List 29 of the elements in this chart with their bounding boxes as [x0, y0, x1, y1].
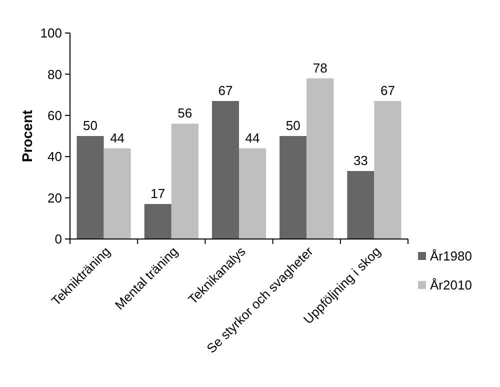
- y-tick-label: 60: [48, 108, 62, 123]
- bar: [239, 148, 266, 239]
- y-tick-label: 80: [48, 66, 62, 82]
- legend-label: År1980: [430, 248, 472, 264]
- bar: [347, 171, 374, 239]
- bar: [104, 148, 131, 239]
- data-label: 67: [218, 82, 233, 98]
- y-tick-label: 20: [48, 190, 62, 206]
- data-label: 17: [150, 186, 166, 201]
- data-label: 78: [312, 60, 328, 76]
- legend-label: År2010: [430, 278, 472, 293]
- bar: [171, 124, 198, 239]
- data-label: 50: [286, 118, 300, 133]
- y-tick-label: 40: [48, 149, 62, 164]
- bar: [76, 136, 104, 239]
- data-label: 33: [353, 153, 368, 168]
- y-tick-label: 100: [40, 26, 62, 41]
- data-label: 44: [245, 130, 260, 146]
- y-tick-label: 0: [54, 232, 62, 247]
- y-axis-title: Procent: [19, 110, 35, 162]
- data-label: 50: [83, 118, 98, 133]
- bar: [306, 78, 334, 239]
- data-label: 44: [110, 130, 125, 146]
- bar: [212, 100, 239, 239]
- data-label: 56: [178, 106, 192, 121]
- bar: [374, 100, 402, 239]
- data-label: 67: [380, 82, 395, 98]
- bar: [144, 204, 172, 239]
- bar: [280, 136, 307, 239]
